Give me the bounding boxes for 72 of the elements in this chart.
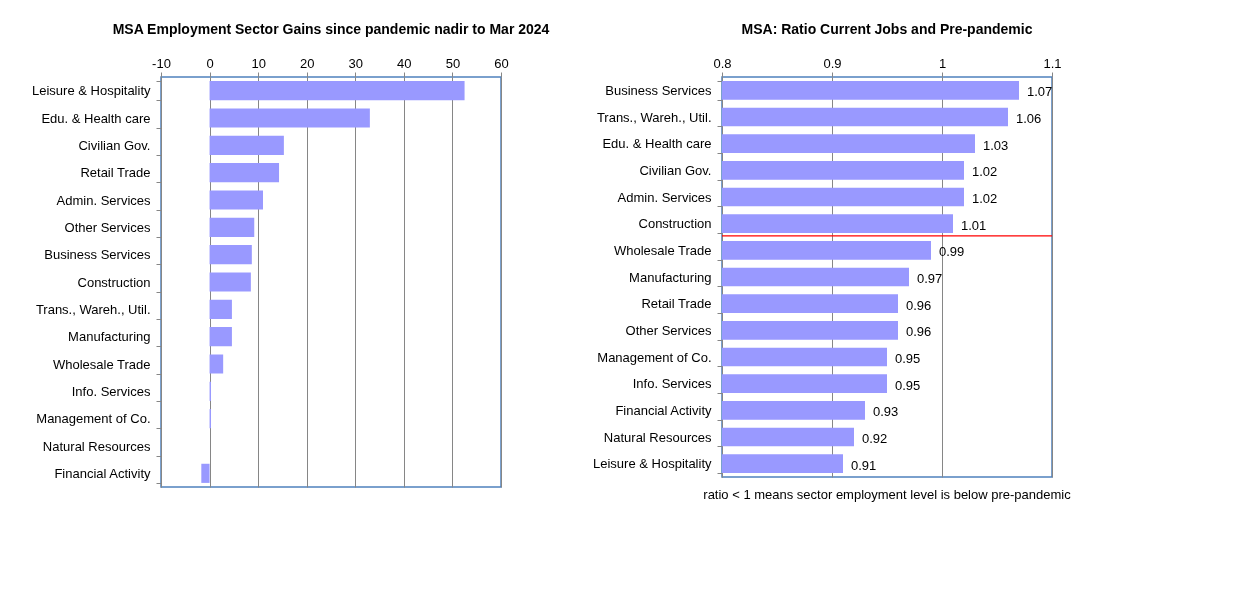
bar [209, 327, 232, 347]
data-label: 1.06 [1016, 111, 1042, 126]
y-tick-label: Civilian Gov. [78, 137, 151, 153]
y-tick-label: Civilian Gov. [639, 162, 712, 178]
y-tick-label: Management of Co. [597, 349, 712, 365]
x-tick-label: 60 [494, 55, 509, 71]
bar [209, 190, 263, 210]
chart-title: MSA Employment Sector Gains since pandemic nadir to Mar 2024 [112, 21, 550, 37]
data-label: 1.01 [961, 217, 987, 233]
y-tick-label: Construction [638, 216, 712, 232]
x-tick-label: 0.9 [823, 55, 842, 71]
y-tick-label: Edu. & Health care [602, 136, 712, 152]
data-label: 0.93 [873, 404, 899, 420]
bar [209, 245, 252, 265]
bar [209, 299, 232, 319]
text: ratio < 1 means sector employment level is below pre-pandemic [703, 487, 1072, 502]
y-tick-label: Leisure & Hospitality [32, 83, 151, 99]
x-tick-label: 40 [397, 55, 412, 71]
bar [209, 272, 251, 292]
x-tick-label: 0.8 [713, 55, 732, 71]
data-label: 1.02 [972, 164, 998, 180]
y-tick-label: Business Services [44, 247, 151, 263]
y-tick-label: Financial Activity [54, 465, 151, 481]
data-label: 0.96 [906, 297, 932, 313]
bar [209, 81, 465, 101]
y-tick-label: Business Services [605, 82, 712, 98]
y-tick-label: Other Services [64, 219, 151, 235]
data-label: 0.97 [917, 271, 943, 286]
data-label: 0.95 [895, 377, 921, 393]
x-tick-label: 30 [348, 55, 364, 71]
bar [209, 354, 224, 374]
y-tick-label: Wholesale Trade [613, 242, 712, 258]
data-label: 0.96 [906, 324, 932, 340]
bar [209, 163, 280, 183]
data-label: 1.02 [972, 191, 998, 206]
y-tick-label: Retail Trade [641, 296, 712, 312]
data-label: 0.99 [939, 244, 965, 260]
y-tick-label: Manufacturing [68, 329, 151, 345]
data-label: 0.92 [862, 431, 888, 446]
x-tick-label: 10 [251, 55, 266, 71]
y-tick-label: Info. Services [71, 383, 151, 399]
y-tick-label: Other Services [625, 322, 712, 338]
y-tick-label: Edu. & Health care [41, 110, 151, 126]
x-tick-label: -10 [152, 55, 171, 71]
data-label: 0.95 [895, 351, 921, 366]
bar [209, 135, 284, 155]
y-tick-label: Trans., Wareh., Util. [596, 109, 712, 125]
data-label: 1.07 [1027, 84, 1053, 100]
data-label: 0.91 [851, 457, 877, 473]
y-tick-label: Natural Resources [42, 438, 151, 454]
y-tick-label: Construction [77, 274, 151, 290]
x-tick-label: 20 [299, 55, 315, 71]
data-label: 1.03 [983, 137, 1009, 153]
y-tick-label: Wholesale Trade [52, 356, 151, 372]
y-tick-label: Admin. Services [617, 189, 712, 205]
y-tick-label: Retail Trade [80, 165, 151, 181]
x-tick-label: 50 [445, 55, 461, 71]
y-tick-label: Admin. Services [56, 192, 151, 208]
y-tick-label: Manufacturing [629, 269, 712, 285]
x-tick-label: 0 [206, 55, 214, 71]
y-tick-label: Trans., Wareh., Util. [35, 301, 151, 317]
bar [209, 217, 255, 237]
x-tick-label: 1 [938, 55, 947, 71]
bar [209, 108, 370, 128]
y-tick-label: Info. Services [632, 376, 712, 392]
chart-title: MSA: Ratio Current Jobs and Pre-pandemic [741, 21, 1033, 37]
y-tick-label: Management of Co. [36, 411, 151, 427]
bar [201, 463, 210, 483]
x-tick-label: 1.1 [1043, 55, 1062, 71]
y-tick-label: Financial Activity [615, 402, 712, 418]
y-tick-label: Leisure & Hospitality [593, 456, 712, 472]
y-tick-label: Natural Resources [603, 429, 712, 445]
